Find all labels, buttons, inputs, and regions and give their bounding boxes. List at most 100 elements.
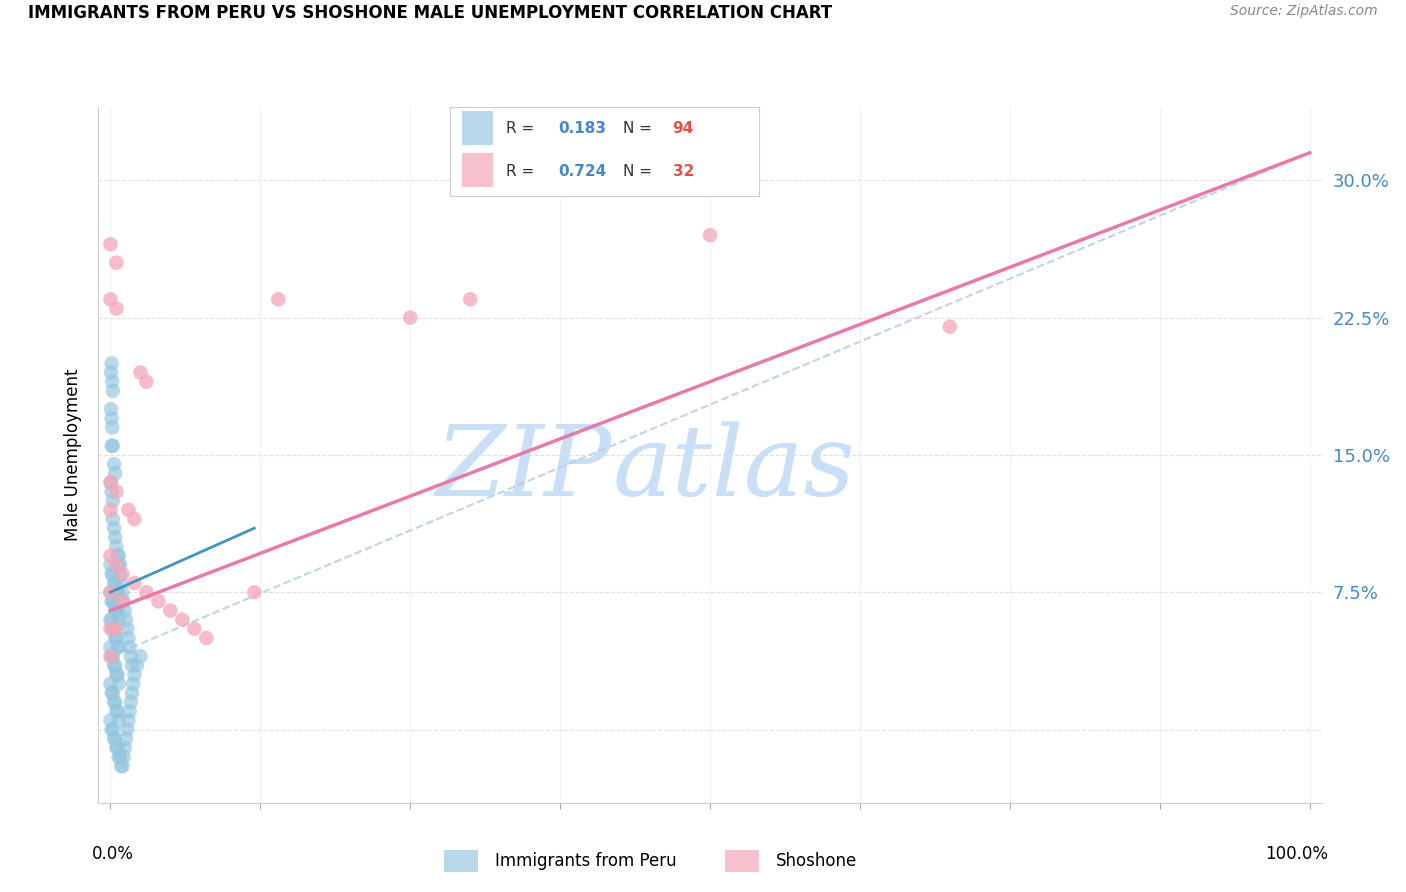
Point xyxy=(101,420,124,434)
Point xyxy=(101,493,124,508)
Point xyxy=(107,667,129,681)
Point xyxy=(122,677,145,691)
Point xyxy=(105,255,128,269)
Point xyxy=(105,740,128,755)
Point xyxy=(105,622,128,636)
Point xyxy=(101,439,124,453)
Text: ZIP: ZIP xyxy=(436,421,612,516)
Point xyxy=(115,622,138,636)
Text: IMMIGRANTS FROM PERU VS SHOSHONE MALE UNEMPLOYMENT CORRELATION CHART: IMMIGRANTS FROM PERU VS SHOSHONE MALE UN… xyxy=(28,4,832,22)
Point xyxy=(105,301,128,316)
Point xyxy=(103,576,125,591)
Point xyxy=(107,585,129,599)
Text: 32: 32 xyxy=(672,164,695,178)
Point xyxy=(107,704,129,718)
Point xyxy=(103,521,125,535)
Point xyxy=(108,558,131,572)
Point xyxy=(112,594,135,608)
Point xyxy=(104,631,127,645)
Point xyxy=(101,384,124,398)
Point xyxy=(939,319,962,334)
Point xyxy=(124,576,146,591)
Point xyxy=(100,686,122,700)
Point xyxy=(100,356,122,370)
Point xyxy=(108,750,131,764)
Bar xyxy=(463,112,494,145)
Point xyxy=(105,704,128,718)
Point xyxy=(101,723,124,737)
Point xyxy=(115,613,138,627)
Point xyxy=(117,631,139,645)
Point xyxy=(105,558,128,572)
Point xyxy=(183,622,205,636)
Point xyxy=(114,603,136,617)
Point xyxy=(101,512,124,526)
Point xyxy=(243,585,266,599)
Point xyxy=(172,613,194,627)
Point xyxy=(103,622,125,636)
Bar xyxy=(463,153,494,187)
Point xyxy=(135,375,157,389)
Point xyxy=(104,603,127,617)
Point xyxy=(114,740,136,755)
Point xyxy=(108,750,131,764)
Point xyxy=(100,613,122,627)
Point xyxy=(100,411,122,425)
Text: R =: R = xyxy=(506,121,538,136)
Point xyxy=(129,366,152,380)
Point xyxy=(124,667,146,681)
Point xyxy=(117,714,139,728)
Point xyxy=(267,293,290,307)
Point xyxy=(100,237,122,252)
Point xyxy=(104,467,127,481)
Bar xyxy=(444,849,478,872)
Text: 0.0%: 0.0% xyxy=(93,845,134,863)
Point xyxy=(110,759,132,773)
Point xyxy=(100,503,122,517)
Point xyxy=(121,686,143,700)
Point xyxy=(195,631,218,645)
Point xyxy=(100,558,122,572)
Point xyxy=(125,658,148,673)
Point xyxy=(100,475,122,490)
Point xyxy=(100,585,122,599)
Point xyxy=(103,695,125,709)
Point xyxy=(105,484,128,499)
Point xyxy=(105,540,128,554)
Point xyxy=(111,585,134,599)
Point xyxy=(111,566,134,581)
Point xyxy=(100,640,122,655)
Text: 0.724: 0.724 xyxy=(558,164,606,178)
Point xyxy=(100,613,122,627)
Text: 94: 94 xyxy=(672,121,695,136)
Point xyxy=(105,603,128,617)
Point xyxy=(100,723,122,737)
Point xyxy=(699,228,721,243)
Point xyxy=(104,530,127,544)
Point xyxy=(118,704,141,718)
Point xyxy=(103,731,125,746)
Text: Immigrants from Peru: Immigrants from Peru xyxy=(495,852,676,870)
Point xyxy=(105,667,128,681)
Text: Source: ZipAtlas.com: Source: ZipAtlas.com xyxy=(1230,4,1378,19)
Point xyxy=(108,558,131,572)
Point xyxy=(107,640,129,655)
Point xyxy=(108,549,131,563)
Point xyxy=(399,310,422,325)
Point xyxy=(148,594,170,608)
Point xyxy=(111,594,134,608)
Point xyxy=(107,740,129,755)
Point xyxy=(101,375,124,389)
Point xyxy=(100,484,122,499)
Point xyxy=(107,603,129,617)
Point xyxy=(100,585,122,599)
Point xyxy=(129,649,152,664)
Text: N =: N = xyxy=(623,121,657,136)
Point xyxy=(108,566,131,581)
Point xyxy=(107,549,129,563)
Point xyxy=(101,649,124,664)
Point xyxy=(108,640,131,655)
Text: R =: R = xyxy=(506,164,538,178)
Point xyxy=(115,731,138,746)
Point xyxy=(100,714,122,728)
